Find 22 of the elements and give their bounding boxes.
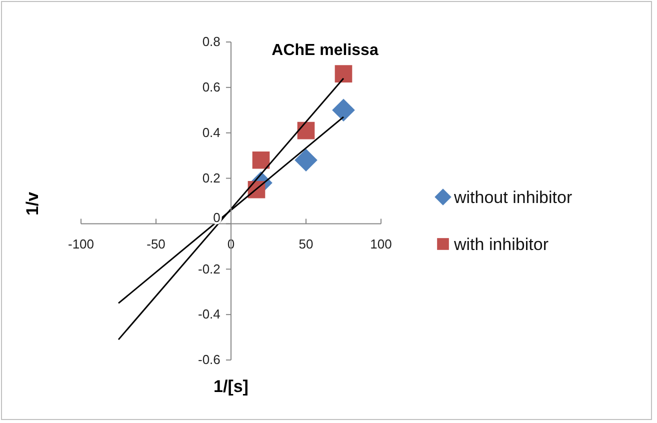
y-tick-label: 0.4 — [202, 125, 220, 140]
y-tick-label: 0.8 — [202, 34, 220, 50]
y-tick-label: -0.2 — [198, 261, 220, 276]
point — [297, 122, 315, 140]
y-tick-label: -0.4 — [198, 306, 220, 322]
chart-title: AChE melissa — [272, 42, 378, 59]
y-tick-label: -0.6 — [198, 352, 220, 368]
point — [334, 65, 352, 82]
y-tick-label: 0 — [213, 210, 220, 225]
x-tick-label: -50 — [146, 236, 166, 252]
legend-label: with inhibitor — [453, 235, 549, 254]
y-tick-label: 0.6 — [202, 80, 220, 95]
x-axis-title: 1/[s] — [214, 377, 248, 396]
point — [332, 98, 355, 122]
legend-label: without inhibitor — [453, 188, 572, 207]
y-axis-title: 1/v — [23, 191, 42, 216]
x-tick-label: 50 — [298, 236, 314, 252]
y-tick-label: 0.2 — [202, 170, 220, 186]
x-tick-label: -100 — [68, 236, 94, 252]
x-tick-label: 100 — [370, 236, 392, 252]
point — [294, 148, 318, 172]
point — [252, 151, 270, 169]
